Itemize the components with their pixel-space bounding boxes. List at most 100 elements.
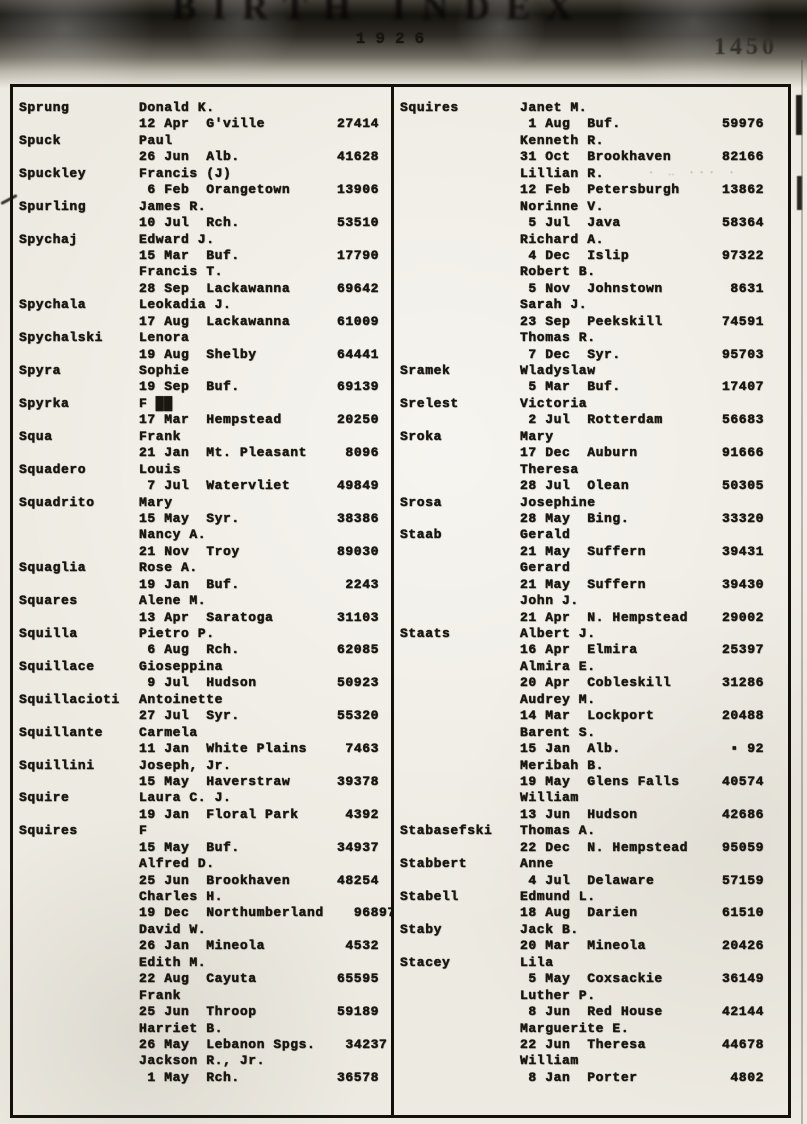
index-entry-detail-line: 15 Mar Buf. 17790 bbox=[13, 248, 391, 264]
date-and-place: 15 Mar Buf. bbox=[139, 247, 240, 263]
given-name: Jackson R., Jr. bbox=[139, 1053, 266, 1069]
index-entry-detail-line: 28 May Bing. 33320 bbox=[394, 511, 788, 527]
index-entry-detail-line: 6 Feb Orangetown 13906 bbox=[13, 182, 391, 198]
index-entry-name-line: Stabasefski Thomas A. bbox=[394, 823, 788, 839]
index-entry-name-line: Audrey M. bbox=[394, 692, 788, 708]
surname: Squillacioti bbox=[19, 691, 120, 707]
date-and-place: 4 Dec Islip bbox=[520, 247, 630, 263]
index-entry-detail-line: 13 Jun Hudson 42686 bbox=[394, 807, 788, 823]
index-entry-name-line: Spychaj Edward J. bbox=[13, 231, 391, 248]
index-entry-detail-line: 15 Jan Alb. ▪ 92 bbox=[394, 741, 788, 757]
index-entry-name-line: Staab Gerald bbox=[394, 527, 788, 543]
cert-number: 62085 bbox=[336, 642, 379, 658]
date-and-place: 17 Dec Auburn bbox=[520, 445, 638, 461]
index-entry-name-line: Robert B. bbox=[394, 264, 788, 280]
cert-number: 20488 bbox=[721, 708, 764, 724]
date-and-place: 21 Apr N. Hempstead bbox=[520, 609, 689, 625]
index-entry-detail-line: 17 Aug Lackawanna 61009 bbox=[13, 314, 391, 330]
date-and-place: 5 Nov Johnstown bbox=[520, 280, 663, 296]
date-and-place: 13 Apr Saratoga bbox=[139, 609, 274, 625]
index-entry-name-line: Squilla Pietro P. bbox=[13, 626, 391, 642]
surname: Staab bbox=[400, 527, 443, 543]
index-entry-detail-line: 19 Aug Shelby 64441 bbox=[13, 346, 391, 363]
index-entry-detail-line: 17 Dec Auburn 91666 bbox=[394, 445, 788, 461]
cert-number: 91666 bbox=[721, 445, 764, 461]
index-entry-detail-line: 2 Jul Rotterdam 56683 bbox=[394, 412, 788, 428]
cert-number: 55320 bbox=[336, 708, 379, 724]
index-entry-detail-line: 12 Apr G'ville 27414 bbox=[13, 116, 391, 132]
cert-number: 74591 bbox=[721, 313, 764, 329]
index-entry-name-line: Squa Frank bbox=[13, 429, 391, 445]
index-entry-name-line: Frank bbox=[13, 987, 391, 1004]
index-entry-name-line: Staby Jack B. bbox=[394, 922, 788, 938]
index-entry-name-line: Staats Albert J. bbox=[394, 626, 788, 642]
index-entry-detail-line: 19 Jan Floral Park 4392 bbox=[13, 807, 391, 823]
cert-number: 97322 bbox=[721, 247, 764, 263]
given-name: Sophie bbox=[139, 363, 190, 378]
given-name: Edith M. bbox=[139, 954, 207, 970]
index-entry-name-line: Squadrito Mary bbox=[13, 494, 391, 511]
surname: Squadrito bbox=[19, 494, 95, 510]
cert-number: 39431 bbox=[721, 543, 764, 559]
date-and-place: 15 May Haverstraw bbox=[139, 773, 291, 789]
index-entry-detail-line: 1 May Rch. 36578 bbox=[13, 1070, 391, 1086]
given-name: David W. bbox=[139, 921, 207, 937]
given-name: Kenneth R. bbox=[520, 132, 605, 148]
index-entry-name-line: Squadero Louis bbox=[13, 461, 391, 478]
date-and-place: 22 Jun Theresa bbox=[520, 1036, 647, 1052]
given-name: Francis T. bbox=[139, 264, 224, 280]
index-entry-name-line: Spyra Sophie bbox=[13, 363, 391, 379]
index-entry-name-line: Squires F bbox=[13, 823, 391, 839]
surname: Squaglia bbox=[19, 560, 87, 576]
date-and-place: 26 Jan Mineola bbox=[139, 938, 266, 954]
index-entry-name-line: William bbox=[394, 1053, 788, 1069]
surname: Spuckley bbox=[19, 165, 87, 181]
date-and-place: 15 Jan Alb. bbox=[520, 741, 621, 757]
index-entry-name-line: Sroka Mary bbox=[394, 429, 788, 445]
date-and-place: 26 May Lebanon Spgs. bbox=[139, 1036, 316, 1052]
index-entry-detail-line: 15 May Syr. 38386 bbox=[13, 511, 391, 527]
index-entry-detail-line: 12 Feb Petersburgh 13862 bbox=[394, 182, 788, 198]
index-column-right: Squires Janet M. 1 Aug Buf. 59976 Kenneth R… bbox=[394, 87, 788, 1115]
index-entry-name-line: Jackson R., Jr. bbox=[13, 1053, 391, 1069]
cert-number: 39378 bbox=[336, 773, 379, 789]
scan-artifact bbox=[797, 176, 802, 210]
date-and-place: 25 Jun Throop bbox=[139, 1004, 257, 1020]
cert-number: 27414 bbox=[336, 116, 379, 132]
cert-number: 4392 bbox=[345, 806, 379, 822]
surname: Sprung bbox=[19, 100, 70, 115]
given-name: Victoria bbox=[520, 395, 588, 411]
date-and-place: 15 May Buf. bbox=[139, 839, 240, 855]
given-name: Nancy A. bbox=[139, 527, 207, 543]
index-entry-name-line: Stabell Edmund L. bbox=[394, 889, 788, 905]
date-and-place: 26 Jun Alb. bbox=[139, 149, 240, 165]
surname: Sramek bbox=[400, 363, 451, 378]
column-divider bbox=[391, 87, 394, 1115]
cert-number: 89030 bbox=[336, 543, 379, 559]
surname: Sroka bbox=[400, 428, 443, 444]
given-name: Wladyslaw bbox=[520, 363, 596, 378]
index-entry-detail-line: 8 Jun Red House 42144 bbox=[394, 1004, 788, 1020]
cert-number: 69139 bbox=[336, 379, 379, 395]
cert-number: 39430 bbox=[721, 576, 764, 592]
date-and-place: 27 Jul Syr. bbox=[139, 708, 240, 724]
index-entry-detail-line: 4 Dec Islip 97322 bbox=[394, 248, 788, 264]
given-name: Pietro P. bbox=[139, 626, 215, 641]
index-entry-name-line: Squillante Carmela bbox=[13, 724, 391, 741]
given-name: Laura C. J. bbox=[139, 790, 232, 806]
index-entry-detail-line: 28 Sep Lackawanna 69642 bbox=[13, 281, 391, 297]
date-and-place: 28 Jul Olean bbox=[520, 478, 630, 494]
cert-number: 49849 bbox=[336, 478, 379, 494]
date-and-place: 8 Jan Porter bbox=[520, 1069, 638, 1085]
given-name: Sarah J. bbox=[520, 297, 588, 313]
given-name: Frank bbox=[139, 987, 182, 1003]
cert-number: 61009 bbox=[336, 313, 379, 329]
index-entry-detail-line: 21 Jan Mt. Pleasant 8096 bbox=[13, 445, 391, 461]
cert-number: 31286 bbox=[721, 675, 764, 691]
given-name: Robert B. bbox=[520, 264, 596, 280]
index-entry-detail-line: 9 Jul Hudson 50923 bbox=[13, 675, 391, 691]
surname: Srelest bbox=[400, 395, 459, 411]
index-entry-detail-line: 15 May Buf. 34937 bbox=[13, 840, 391, 856]
cert-number: 95059 bbox=[721, 839, 764, 855]
